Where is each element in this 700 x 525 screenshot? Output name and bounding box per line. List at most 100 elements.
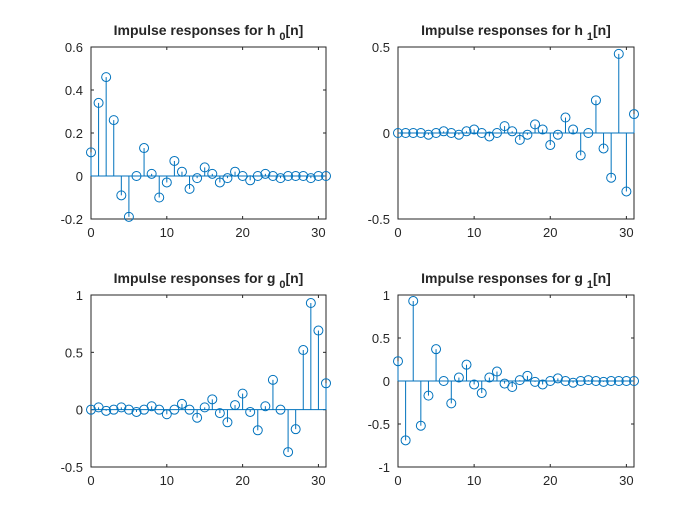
stem-marker — [116, 190, 127, 201]
stem-marker — [169, 404, 180, 415]
stem-marker — [214, 408, 225, 419]
subplot-title: Impulse responses for h 1[n] — [421, 22, 611, 43]
stem-marker — [552, 129, 563, 140]
stem-marker — [461, 359, 472, 370]
stem-marker — [446, 128, 457, 138]
stem-marker — [575, 150, 586, 161]
stem-marker — [453, 372, 464, 383]
stem-marker — [245, 406, 256, 417]
stem-marker — [176, 398, 187, 409]
stem-marker — [298, 345, 309, 356]
stem-marker — [575, 376, 586, 386]
stem-marker — [446, 398, 457, 409]
y-tick-label: -0.5 — [368, 212, 390, 227]
x-tick-label: 0 — [87, 473, 94, 488]
stem-marker — [237, 388, 248, 399]
subplot-1: Impulse responses for h 0[n] 0 10 20 30 -0.2 0… — [61, 22, 331, 240]
y-tick-label: -0.2 — [61, 212, 83, 227]
stem-marker — [230, 166, 241, 177]
stem-marker — [230, 400, 241, 411]
stem-marker — [298, 171, 309, 181]
y-tick-label: 0.5 — [372, 331, 390, 346]
stem-marker — [400, 128, 411, 138]
stem-marker — [469, 379, 480, 390]
stem-marker — [583, 128, 594, 138]
stem-marker — [423, 129, 434, 140]
x-tick-label: 20 — [235, 225, 249, 240]
y-tick-label: -0.5 — [368, 417, 390, 432]
y-tick-label: 0 — [383, 126, 390, 141]
stem-marker — [408, 128, 419, 138]
stem-marker — [146, 168, 157, 179]
stem-marker — [321, 171, 331, 181]
x-tick-label: 10 — [160, 473, 174, 488]
stem-marker — [491, 128, 502, 138]
stem-marker — [606, 376, 617, 386]
stem-marker — [568, 124, 579, 135]
stem-marker — [237, 171, 248, 181]
stem-marker — [568, 377, 579, 388]
stem-marker — [476, 388, 487, 399]
y-tick-label: 0 — [383, 374, 390, 389]
y-tick-label: 0.6 — [65, 40, 83, 55]
stem-marker — [252, 171, 263, 181]
stem-marker — [86, 404, 96, 415]
y-tick-label: -1 — [378, 460, 390, 475]
stem-marker — [393, 356, 403, 367]
stem-marker — [290, 424, 301, 435]
y-tick-label: 0.2 — [65, 126, 83, 141]
stem-marker — [461, 126, 472, 137]
stem-marker — [131, 171, 142, 181]
stem-marker — [123, 404, 134, 415]
x-tick-label: 10 — [467, 225, 481, 240]
stem-marker — [423, 390, 434, 401]
stem-marker — [491, 366, 502, 377]
subplot-3: Impulse responses for g 0[n]0 10 20 30-0.50… — [61, 270, 331, 488]
x-tick-label: 10 — [467, 473, 481, 488]
stem-marker — [108, 404, 119, 415]
axes-box — [90, 294, 327, 468]
stem-marker — [275, 173, 286, 184]
stem-marker — [514, 134, 525, 145]
stem-marker — [408, 296, 419, 307]
stem-marker — [313, 171, 324, 181]
stem-marker — [305, 173, 316, 184]
stem-marker — [522, 370, 533, 381]
x-tick-label: 0 — [87, 225, 94, 240]
stem-marker — [222, 417, 233, 428]
stem-marker — [438, 376, 449, 386]
subplot-title: Impulse responses for g 1[n] — [421, 270, 611, 291]
y-tick-label: 1 — [76, 288, 83, 303]
stem-marker — [305, 298, 316, 309]
stem-marker — [590, 95, 601, 106]
x-tick-label: 10 — [160, 225, 174, 240]
stem-marker — [415, 420, 426, 431]
stem-marker — [514, 375, 525, 386]
stem-marker — [522, 129, 533, 140]
y-tick-label: 0.5 — [372, 40, 390, 55]
stem-marker — [116, 402, 127, 413]
stem-marker — [613, 48, 624, 59]
stem-marker — [321, 378, 331, 389]
stem-marker — [207, 168, 218, 179]
stem-marker — [545, 376, 556, 386]
stem-marker — [123, 211, 134, 222]
stem-marker — [267, 374, 278, 385]
stem-marker — [530, 376, 541, 387]
stem-marker — [545, 140, 556, 151]
stem-marker — [484, 372, 495, 383]
stem-marker — [560, 112, 571, 123]
stem-marker — [267, 171, 278, 181]
stem-marker — [161, 177, 172, 188]
stem-marker — [154, 404, 165, 415]
stem-marker — [199, 402, 210, 413]
stem-marker — [260, 168, 271, 179]
stem-marker — [598, 143, 609, 154]
stem-marker — [108, 115, 119, 126]
stem-marker — [93, 97, 104, 108]
stem-marker — [283, 171, 294, 181]
stem-marker — [290, 171, 301, 181]
y-tick-label: 1 — [383, 288, 390, 303]
x-tick-label: 30 — [311, 225, 325, 240]
